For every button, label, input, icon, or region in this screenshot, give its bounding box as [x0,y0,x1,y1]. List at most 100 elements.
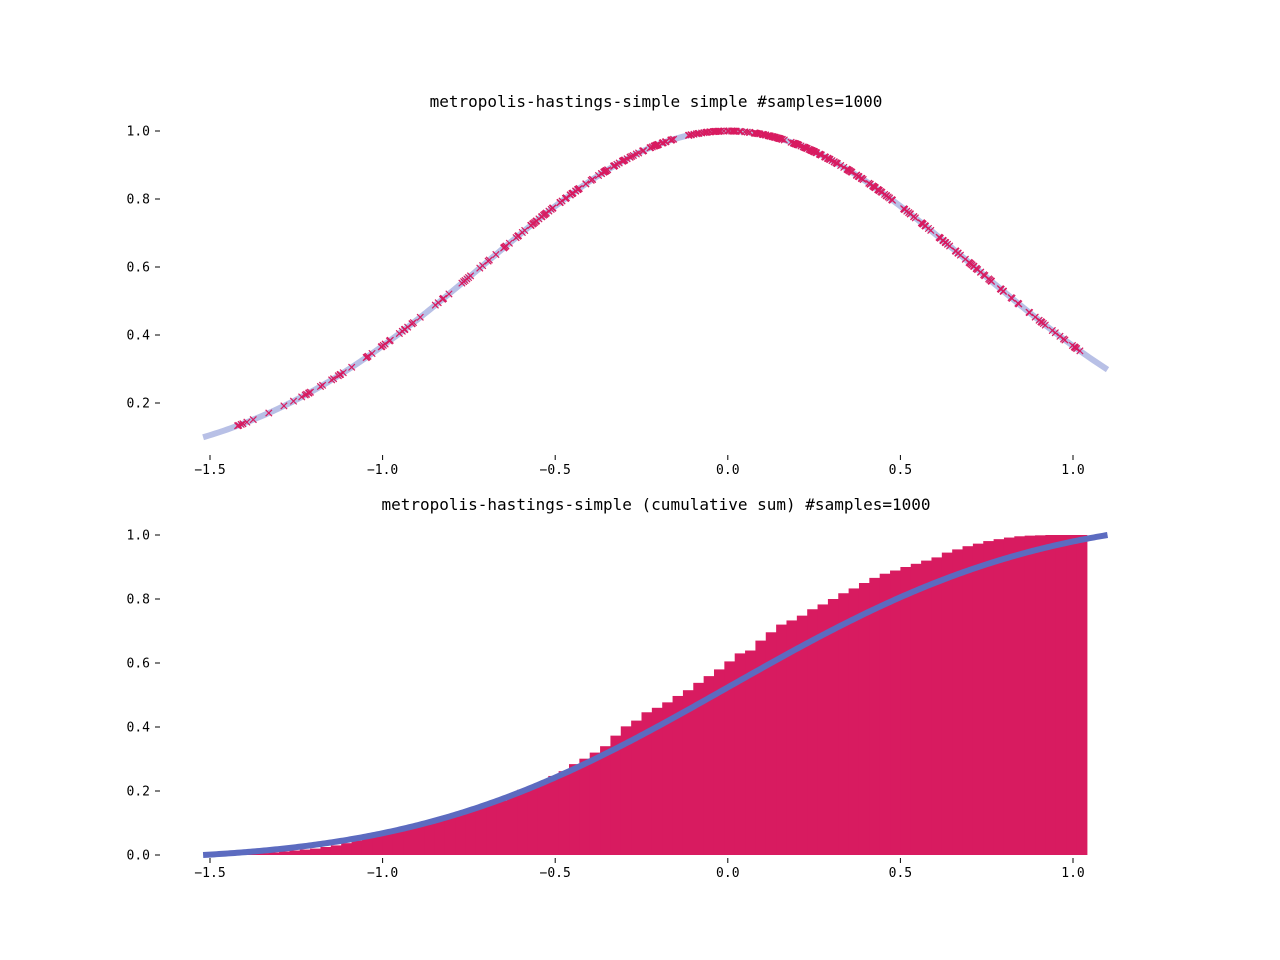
histogram-bar [610,735,622,855]
density-x-tick-label: −0.5 [540,463,571,478]
cumulative-x-tick-label: −0.5 [540,866,571,881]
sample-marker [654,140,662,149]
cumulative-y-tick-label: 0.8 [127,593,150,608]
sample-marker [752,129,760,137]
sample-marker [805,145,813,153]
histogram-bar [569,764,580,855]
histogram-bar [1014,536,1026,855]
sample-marker [793,140,801,148]
sample-marker [1071,344,1080,352]
sample-marker [646,144,654,152]
histogram-bar [517,789,529,855]
histogram-bar [475,807,487,855]
histogram-bar [465,810,477,855]
histogram-bar [455,814,467,855]
sample-marker [884,193,892,201]
sample-marker [935,233,944,242]
sample-marker [381,340,389,348]
histogram-bar [941,552,953,855]
sample-marker [919,220,927,228]
sample-marker [549,204,557,212]
density-chart-title: metropolis-hastings-simple simple #sampl… [430,92,883,111]
sample-marker [574,185,582,194]
sample-marker [434,299,442,307]
sample-marker [334,372,342,380]
histogram-bar [434,819,446,855]
histogram-bar [341,843,353,855]
sample-marker [461,276,469,285]
histogram-bar [1076,535,1088,855]
sample-marker [985,275,993,283]
cumulative-y-tick-label: 0.6 [127,657,150,672]
cumulative-x-tick-label: 0.0 [716,866,739,881]
sample-marker [1008,294,1016,303]
sample-marker [859,175,867,184]
sample-marker [298,393,306,401]
cumulative-y-axis: 0.0 0.2 0.4 0.6 0.8 1.0 [127,529,160,864]
sample-marker [771,133,780,142]
histogram-bar [827,599,839,855]
histogram-bar [910,563,922,855]
histogram-bar [537,782,549,855]
sample-marker [476,264,484,272]
histogram-bar [1045,535,1057,855]
sample-marker [1031,313,1039,321]
cumulative-x-tick-label: 1.0 [1061,866,1084,881]
histogram-bar [724,661,736,855]
sample-marker [484,257,492,265]
histogram-bar [1055,535,1067,855]
histogram-bar [962,546,974,855]
density-y-tick-label: 0.8 [127,193,150,208]
sample-marker [532,217,541,225]
histogram-bar [651,707,663,855]
cumulative-y-tick-label: 0.0 [127,849,150,864]
sample-marker [743,128,751,136]
cumulative-y-tick-label: 0.2 [127,785,150,800]
sample-marker [466,272,475,280]
histogram-bar [869,577,881,855]
histogram-bar [279,851,290,855]
sample-marker [811,148,819,156]
sample-marker [521,226,529,235]
sample-marker [787,138,795,146]
histogram-bar [983,541,995,855]
cumulative-chart-title: metropolis-hastings-simple (cumulative s… [381,495,930,514]
sample-marker [703,128,711,136]
density-y-tick-label: 0.6 [127,261,150,276]
sample-marker [492,250,500,259]
sample-marker [368,349,376,358]
sample-marker [385,337,394,345]
sample-marker [408,320,416,328]
sample-marker [639,147,647,155]
cumulative-y-tick-label: 1.0 [127,529,150,544]
histogram-bar [931,557,943,855]
histogram-bar [496,800,508,855]
histogram-bar [631,720,643,855]
sample-marker [318,381,327,389]
cumulative-x-tick-label: 0.5 [889,866,912,881]
sample-marker [659,139,667,147]
sample-marker [877,188,885,196]
histogram-bar [258,853,270,855]
sample-marker [1076,347,1084,355]
sample-marker [832,159,840,167]
sample-marker [634,149,643,157]
histogram-bar [921,560,933,855]
histogram-bar [682,690,694,855]
sample-marker [243,418,251,426]
sample-marker [514,231,523,240]
histogram-bar [1035,535,1046,855]
density-y-tick-label: 0.4 [127,329,151,344]
histogram-bar [310,848,322,855]
sample-marker [999,287,1008,295]
sample-marker [800,143,808,151]
sample-marker [439,295,447,303]
histogram-bar [403,826,415,855]
histogram-bar [796,615,808,855]
density-y-axis: 0.2 0.4 0.6 0.8 1.0 [127,125,160,412]
histogram-bar [776,624,788,855]
sample-marker [316,382,325,391]
sample-marker [601,167,609,175]
histogram-bar [1066,535,1078,855]
